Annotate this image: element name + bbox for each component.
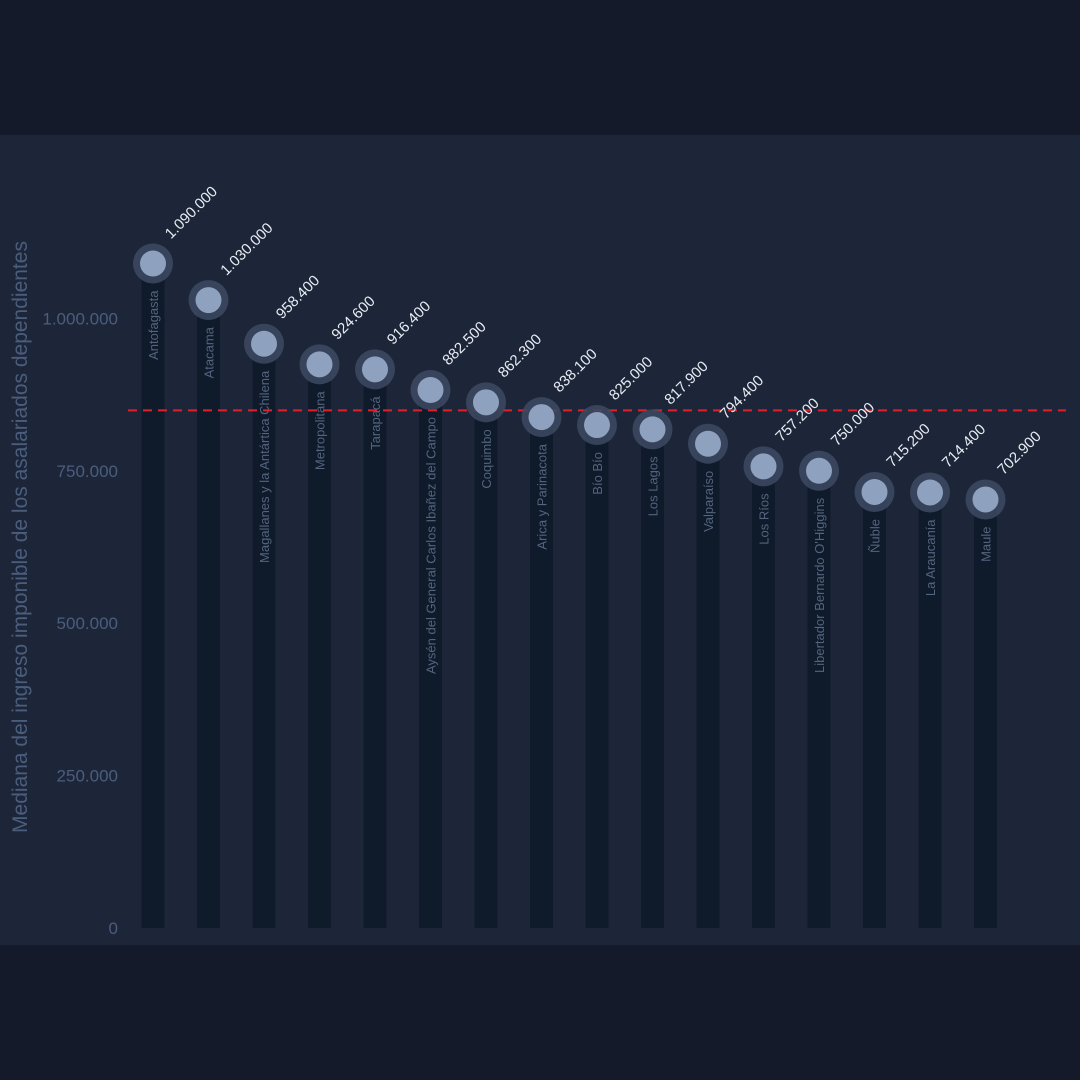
value-label: 882.500 [439, 318, 489, 368]
category-label: Los Ríos [757, 493, 772, 545]
lollipop-marker [306, 351, 333, 378]
value-label: 817.900 [661, 358, 711, 408]
category-label: Magallanes y la Antártica Chilena [257, 370, 272, 563]
value-label: 714.400 [939, 421, 989, 471]
category-label: Libertador Bernardo O'Higgins [812, 497, 827, 673]
y-tick-label: 1.000.000 [42, 309, 118, 328]
category-label: Valparaíso [701, 471, 716, 532]
value-label: 1.030.000 [217, 220, 276, 279]
category-label: Ñuble [868, 519, 883, 553]
value-label: 958.400 [273, 272, 323, 322]
lollipop-marker [750, 453, 777, 480]
lollipop-marker [251, 330, 277, 357]
lollipop-stem [197, 300, 220, 928]
lollipop-marker [140, 250, 166, 277]
value-label: 794.400 [717, 372, 767, 422]
value-label: 862.300 [495, 331, 545, 381]
value-label: 750.000 [828, 399, 878, 449]
category-label: La Araucanía [923, 519, 938, 596]
lollipop-stem [863, 491, 886, 928]
category-label: Los Lagos [646, 456, 661, 516]
category-label: Coquimbo [479, 429, 494, 488]
lollipop-stem [918, 492, 942, 928]
lollipop-stem [308, 364, 331, 928]
category-label: Arica y Parinacota [535, 443, 550, 549]
lollipop-marker [417, 376, 444, 403]
value-label: 924.600 [328, 293, 378, 343]
lollipop-stem [974, 499, 997, 928]
value-label: 838.100 [550, 346, 600, 396]
category-label: Bío Bío [590, 452, 605, 495]
lollipop-stem [474, 402, 498, 928]
lollipop-marker [639, 416, 666, 443]
category-label: Metropolitana [313, 391, 328, 471]
lollipop-stem [530, 417, 553, 928]
lollipop-marker [917, 479, 943, 506]
lollipop-marker [195, 287, 222, 314]
category-label: Atacama [202, 326, 217, 378]
y-tick-label: 0 [109, 919, 118, 938]
lollipop-stem [641, 429, 664, 928]
category-label: Maule [979, 526, 994, 561]
lollipop-stem [696, 443, 720, 928]
lollipop-marker [806, 457, 832, 484]
lollipop-marker [695, 430, 721, 457]
value-label: 702.900 [994, 428, 1044, 478]
y-tick-label: 250.000 [57, 767, 118, 786]
value-label: 715.200 [883, 420, 933, 470]
category-label: Antofagasta [146, 290, 161, 360]
lollipop-stem [141, 263, 165, 928]
y-tick-label: 500.000 [57, 614, 118, 633]
lollipop-marker [473, 389, 499, 416]
y-axis-label: Mediana del ingreso imponible de los asa… [9, 241, 32, 833]
lollipop-marker [528, 404, 555, 431]
lollipop-stem [363, 369, 387, 928]
category-label: Aysén del General Carlos Ibañez del Camp… [424, 417, 439, 674]
lollipop-stem [752, 466, 775, 928]
chart-panel: 0 250.000 500.000 750.000 1.000.000 Mediana … [0, 135, 1080, 945]
lollipop-chart: 0 250.000 500.000 750.000 1.000.000 Mediana … [9, 183, 1066, 938]
value-label: 916.400 [384, 298, 434, 348]
value-label: 1.090.000 [162, 183, 221, 242]
y-tick-label: 750.000 [57, 462, 118, 481]
lollipop-marker [362, 356, 388, 383]
category-label: Tarapacá [368, 396, 383, 450]
lollipop-stem [585, 425, 609, 928]
lollipop-marker [972, 486, 999, 513]
value-label: 757.200 [772, 395, 822, 445]
value-label: 825.000 [606, 354, 656, 404]
lollipop-stem [807, 470, 831, 928]
lollipop-stem [419, 389, 442, 928]
lollipop-marker [584, 412, 610, 439]
lollipop-marker [861, 478, 888, 505]
lollipop-stem [252, 343, 276, 928]
